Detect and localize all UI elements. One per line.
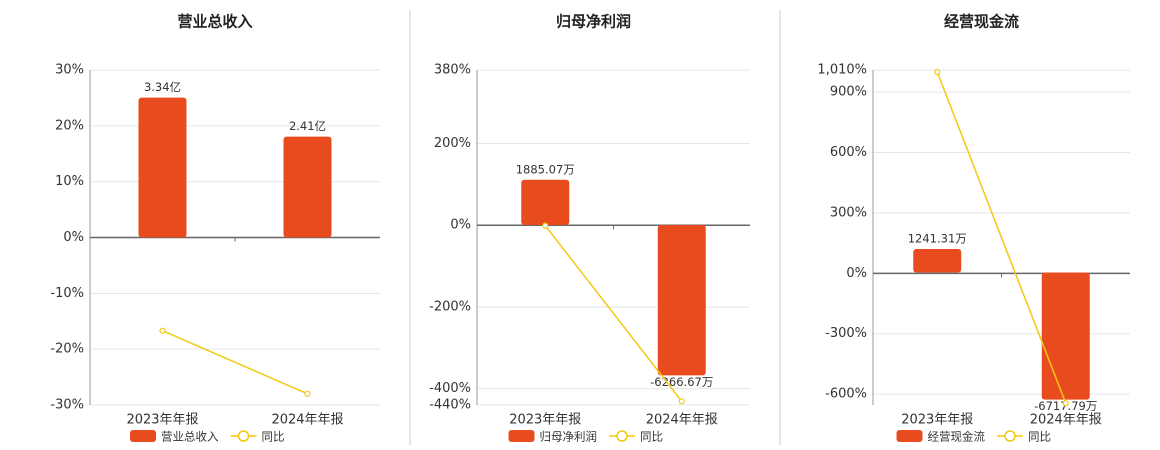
y-tick-label: -400% <box>429 381 471 396</box>
legend-swatch <box>130 430 156 442</box>
line-point <box>934 68 941 76</box>
value-label: -6266.67万 <box>650 375 713 389</box>
value-label: 2.41亿 <box>289 119 326 133</box>
y-tick-label: -200% <box>429 299 471 314</box>
line <box>162 330 308 395</box>
bar <box>1041 272 1090 400</box>
y-tick-label: 380% <box>434 63 471 78</box>
bar <box>283 136 332 238</box>
x-tick-label: 2023年年报 <box>901 413 973 428</box>
y-tick-label: 0% <box>63 230 84 245</box>
x-tick-label: 2024年年报 <box>271 413 343 428</box>
legend-marker <box>237 430 250 442</box>
y-tick-label: 1,010% <box>817 63 867 78</box>
x-tick-label: 2024年年报 <box>1030 413 1102 428</box>
y-tick-label: -440% <box>429 398 471 413</box>
line-point <box>1062 400 1069 407</box>
legend-marker <box>1004 430 1016 442</box>
legend-label: 营业总收入 <box>161 430 219 444</box>
x-tick-label: 2023年年报 <box>509 413 581 428</box>
legend-swatch <box>896 430 923 442</box>
line-point <box>542 222 549 229</box>
chart-title: 营业总收入 <box>177 13 252 31</box>
y-tick-label: 900% <box>830 85 867 100</box>
line-point <box>304 390 311 397</box>
value-label: 1241.31万 <box>908 232 967 246</box>
legend-label: 同比 <box>1028 430 1051 444</box>
bar <box>913 249 962 273</box>
x-tick-label: 2024年年报 <box>646 413 718 428</box>
legend-swatch <box>508 430 535 442</box>
bar <box>521 179 570 226</box>
y-tick-label: -300% <box>825 326 867 341</box>
legend-label: 同比 <box>262 430 285 444</box>
value-label: 3.34亿 <box>144 80 181 94</box>
y-tick-label: 20% <box>55 118 84 133</box>
y-tick-label: 0% <box>846 266 867 281</box>
line <box>544 225 683 402</box>
y-tick-label: -30% <box>50 398 84 413</box>
chart-title: 经营现金流 <box>944 13 1019 31</box>
y-tick-label: 0% <box>450 218 471 233</box>
chart-title: 归母净利润 <box>556 13 631 31</box>
y-tick-label: 200% <box>434 136 471 151</box>
legend-label: 归母净利润 <box>540 430 598 444</box>
legend-label: 经营现金流 <box>928 430 986 444</box>
y-tick-label: 10% <box>55 174 84 189</box>
y-tick-label: 30% <box>55 63 84 78</box>
bar <box>657 225 706 376</box>
value-label: 1885.07万 <box>516 162 575 176</box>
y-tick-label: -20% <box>50 342 84 357</box>
y-tick-label: 300% <box>830 205 867 220</box>
bar <box>138 97 187 238</box>
x-tick-label: 2023年年报 <box>126 413 198 428</box>
line-point <box>678 398 685 405</box>
y-tick-label: 600% <box>830 145 867 160</box>
line <box>936 71 1067 404</box>
y-tick-label: -600% <box>825 387 867 402</box>
line-point <box>159 327 166 334</box>
legend-label: 同比 <box>640 430 663 444</box>
y-tick-label: -10% <box>50 286 84 301</box>
legend-marker <box>616 430 628 442</box>
